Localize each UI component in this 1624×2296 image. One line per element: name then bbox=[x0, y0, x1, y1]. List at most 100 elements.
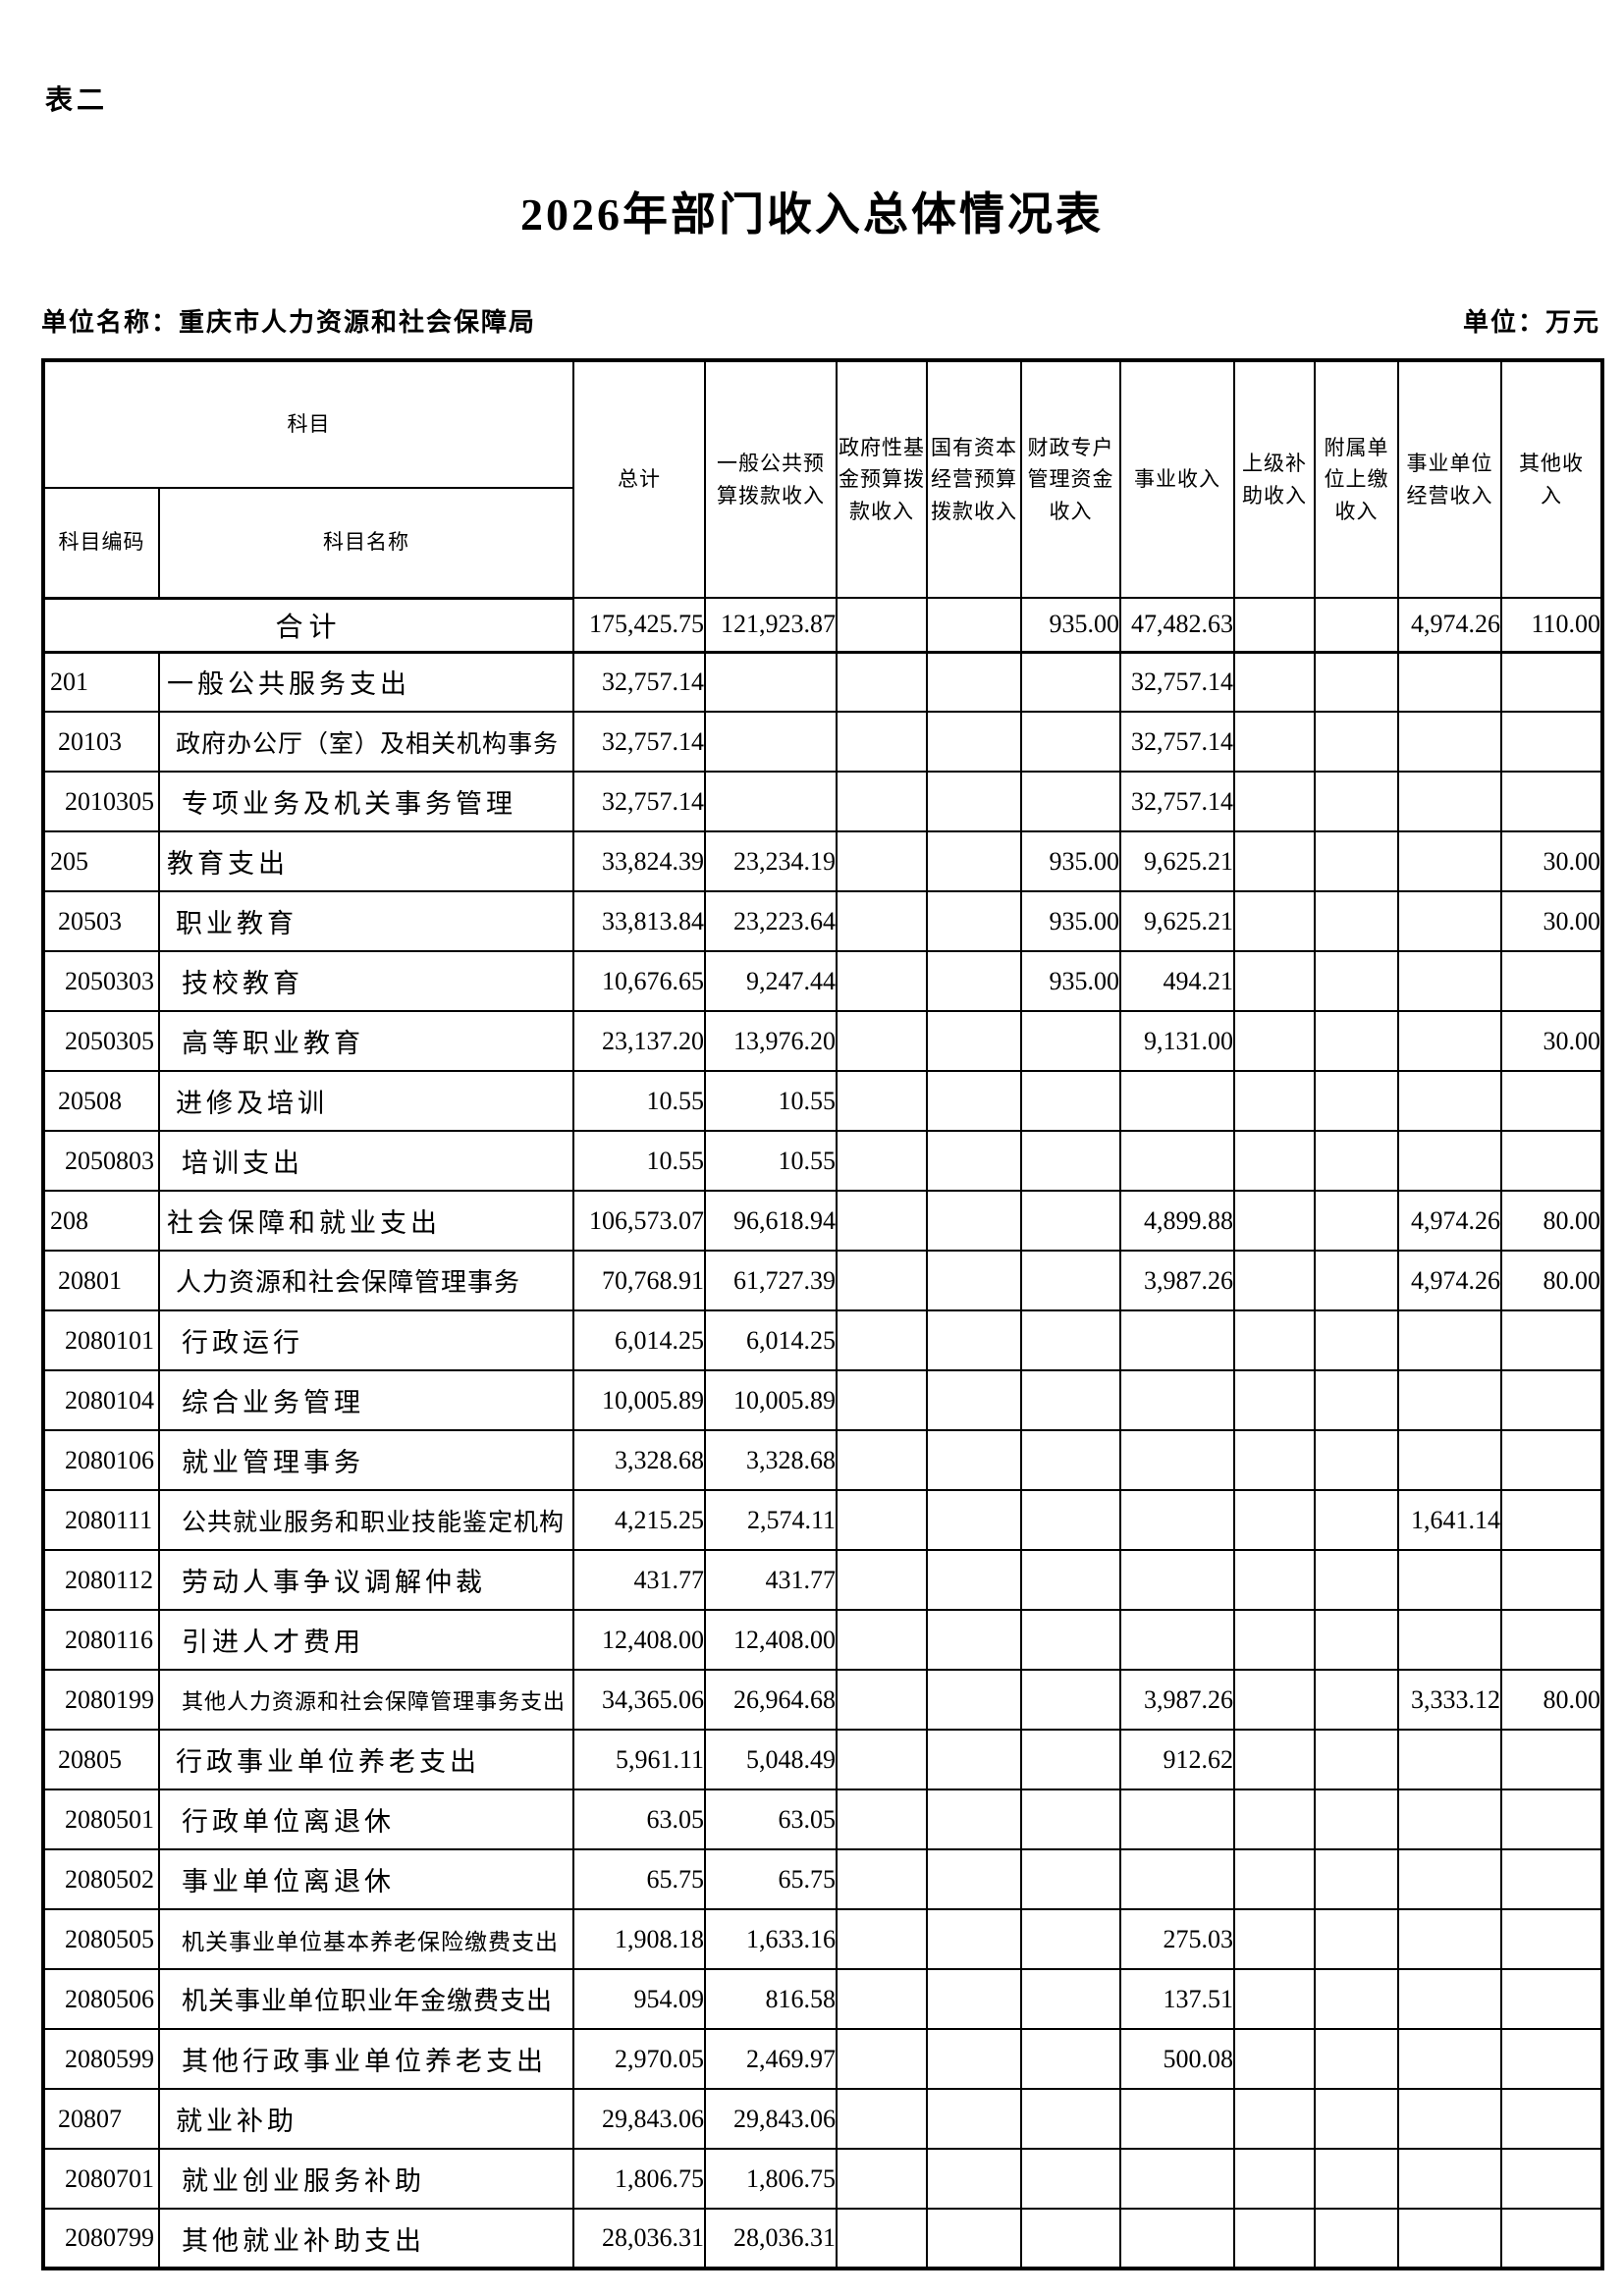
value-cell: 3,987.26 bbox=[1119, 1669, 1235, 1731]
table-number-tag: 表二 bbox=[45, 85, 109, 116]
value-cell bbox=[1397, 1789, 1502, 1850]
value-cell bbox=[1233, 1369, 1316, 1431]
value-cell: 80.00 bbox=[1500, 1669, 1603, 1731]
value-cell: 23,137.20 bbox=[572, 1010, 706, 1072]
value-cell bbox=[1233, 1010, 1316, 1072]
value-cell bbox=[1397, 1968, 1502, 2030]
value-cell bbox=[1119, 1789, 1235, 1850]
value-cell bbox=[926, 950, 1022, 1012]
table-row: 2050303 技校教育 10,676.65 9,247.44 935.00 494.21 bbox=[42, 950, 1603, 1012]
value-cell: 2,574.11 bbox=[704, 1489, 838, 1551]
header-col-state-capital-budget: 国有资本 经营预算 拨款收入 bbox=[926, 359, 1022, 599]
value-cell: 121,923.87 bbox=[704, 597, 838, 654]
value-cell: 3,333.12 bbox=[1397, 1669, 1502, 1731]
value-cell bbox=[1020, 1429, 1121, 1491]
value-cell bbox=[1397, 1309, 1502, 1371]
value-cell bbox=[1233, 1309, 1316, 1371]
value-cell: 32,757.14 bbox=[572, 711, 706, 773]
value-cell bbox=[1500, 2148, 1603, 2210]
value-cell: 32,757.14 bbox=[572, 771, 706, 832]
value-cell bbox=[1314, 2088, 1399, 2150]
unit-name-label: 单位名称：重庆市人力资源和社会保障局 bbox=[41, 308, 537, 337]
value-cell bbox=[1314, 1130, 1399, 1192]
value-cell bbox=[1500, 771, 1603, 832]
value-cell bbox=[1500, 1489, 1603, 1551]
subject-code-cell: 2080104 bbox=[42, 1369, 160, 1431]
value-cell: 954.09 bbox=[572, 1968, 706, 2030]
subject-code-cell: 20801 bbox=[42, 1250, 160, 1311]
subject-code-cell: 2080502 bbox=[42, 1848, 160, 1910]
value-cell bbox=[1119, 2148, 1235, 2210]
subject-code-cell: 2080501 bbox=[42, 1789, 160, 1850]
value-cell: 275.03 bbox=[1119, 1908, 1235, 1970]
value-cell bbox=[1500, 2208, 1603, 2269]
value-cell bbox=[1233, 950, 1316, 1012]
value-cell: 63.05 bbox=[572, 1789, 706, 1850]
subject-code-cell: 201 bbox=[42, 651, 160, 713]
header-subject-code: 科目编码 bbox=[42, 487, 160, 600]
subject-code-cell: 2080106 bbox=[42, 1429, 160, 1491]
value-cell bbox=[1020, 2088, 1121, 2150]
value-cell: 34,365.06 bbox=[572, 1669, 706, 1731]
value-cell bbox=[1233, 1549, 1316, 1611]
value-cell bbox=[836, 830, 928, 892]
grand-total-row: 合计 175,425.75 121,923.87 935.00 47,482.6… bbox=[42, 597, 1603, 654]
value-cell bbox=[836, 1609, 928, 1671]
value-cell bbox=[1233, 2088, 1316, 2150]
value-cell bbox=[926, 1130, 1022, 1192]
table-row: 208 社会保障和就业支出 106,573.07 96,618.94 4,899.88 4… bbox=[42, 1190, 1603, 1252]
value-cell: 431.77 bbox=[704, 1549, 838, 1611]
value-cell bbox=[836, 771, 928, 832]
value-cell bbox=[1500, 1549, 1603, 1611]
value-cell bbox=[1397, 771, 1502, 832]
value-cell bbox=[1314, 1669, 1399, 1731]
value-cell bbox=[926, 1908, 1022, 1970]
value-cell bbox=[1314, 2148, 1399, 2210]
value-cell: 935.00 bbox=[1020, 830, 1121, 892]
value-cell bbox=[1314, 1489, 1399, 1551]
value-cell bbox=[836, 597, 928, 654]
value-cell bbox=[926, 1309, 1022, 1371]
subject-name-cell: 引进人才费用 bbox=[158, 1609, 574, 1671]
value-cell bbox=[1119, 2208, 1235, 2269]
value-cell bbox=[836, 1489, 928, 1551]
value-cell: 137.51 bbox=[1119, 1968, 1235, 2030]
subject-name-cell: 职业教育 bbox=[158, 890, 574, 952]
value-cell bbox=[836, 1130, 928, 1192]
table-row: 201 一般公共服务支出 32,757.14 32,757.14 bbox=[42, 651, 1603, 713]
value-cell bbox=[926, 1070, 1022, 1132]
value-cell bbox=[1233, 1489, 1316, 1551]
table-row: 2050305 高等职业教育 23,137.20 13,976.20 9,131.00 3… bbox=[42, 1010, 1603, 1072]
value-cell: 9,625.21 bbox=[1119, 890, 1235, 952]
subject-name-cell: 一般公共服务支出 bbox=[158, 651, 574, 713]
value-cell: 9,247.44 bbox=[704, 950, 838, 1012]
value-cell bbox=[1314, 1848, 1399, 1910]
value-cell bbox=[1314, 2028, 1399, 2090]
value-cell bbox=[836, 1789, 928, 1850]
value-cell bbox=[1314, 1609, 1399, 1671]
subject-name-cell: 专项业务及机关事务管理 bbox=[158, 771, 574, 832]
value-cell bbox=[1314, 1070, 1399, 1132]
value-cell bbox=[836, 1309, 928, 1371]
value-cell bbox=[926, 1489, 1022, 1551]
value-cell bbox=[926, 2208, 1022, 2269]
value-cell: 65.75 bbox=[704, 1848, 838, 1910]
value-cell bbox=[1500, 711, 1603, 773]
subject-code-cell: 20103 bbox=[42, 711, 160, 773]
value-cell bbox=[926, 1549, 1022, 1611]
subject-name-cell: 就业补助 bbox=[158, 2088, 574, 2150]
table-row: 2080106 就业管理事务 3,328.68 3,328.68 bbox=[42, 1429, 1603, 1491]
value-cell: 13,976.20 bbox=[704, 1010, 838, 1072]
value-cell: 431.77 bbox=[572, 1549, 706, 1611]
value-cell bbox=[1119, 1848, 1235, 1910]
subject-code-cell: 2050305 bbox=[42, 1010, 160, 1072]
value-cell: 500.08 bbox=[1119, 2028, 1235, 2090]
value-cell bbox=[836, 1729, 928, 1790]
value-cell: 32,757.14 bbox=[1119, 651, 1235, 713]
subject-code-cell: 2080101 bbox=[42, 1309, 160, 1371]
value-cell bbox=[1500, 1070, 1603, 1132]
value-cell: 6,014.25 bbox=[572, 1309, 706, 1371]
subject-name-cell: 教育支出 bbox=[158, 830, 574, 892]
header-col-subordinate-remit: 附属单 位上缴 收入 bbox=[1314, 359, 1399, 599]
subject-code-cell: 20503 bbox=[42, 890, 160, 952]
